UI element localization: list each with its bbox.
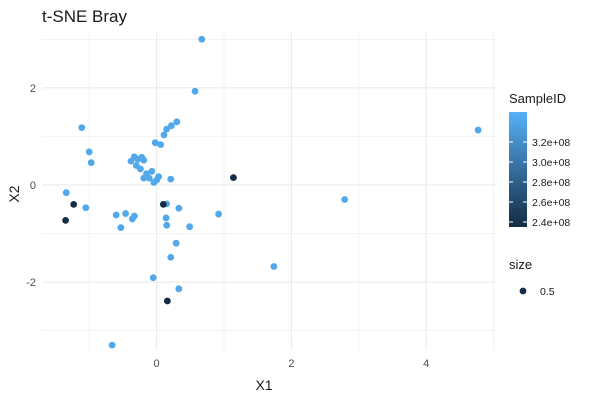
data-point xyxy=(186,223,194,231)
x-tick-label: 2 xyxy=(288,358,294,370)
data-point xyxy=(198,35,206,43)
data-point xyxy=(151,139,159,147)
data-point xyxy=(122,210,129,217)
legend: SampleID 2.4e+08 2.6e+08 2.8e+08 3.0e+08 3.2… xyxy=(509,91,570,298)
color-bar-ticks: 2.4e+08 2.6e+08 2.8e+08 3.0e+08 3.2e+08 xyxy=(509,137,570,229)
data-point xyxy=(230,174,237,182)
data-point xyxy=(175,204,183,212)
x-axis-title: X1 xyxy=(255,377,272,393)
data-point xyxy=(270,263,278,270)
data-point xyxy=(173,118,181,126)
chart-title: t-SNE Bray xyxy=(42,7,128,26)
data-point xyxy=(163,125,171,133)
data-point xyxy=(172,239,180,247)
data-point xyxy=(167,175,175,183)
data-point xyxy=(162,214,170,222)
data-point xyxy=(62,216,69,224)
color-bar-label: 2.8e+08 xyxy=(532,177,570,189)
data-point xyxy=(130,212,138,220)
data-point xyxy=(168,122,175,130)
data-point xyxy=(149,274,157,282)
data-point xyxy=(175,285,183,293)
data-point xyxy=(148,167,156,175)
size-legend-key xyxy=(519,287,527,295)
y-axis-title: X2 xyxy=(6,185,22,202)
color-bar-label: 2.6e+08 xyxy=(532,197,570,209)
color-bar-label: 3.0e+08 xyxy=(532,157,570,169)
size-legend-title: size xyxy=(509,257,532,272)
color-bar-label: 3.2e+08 xyxy=(532,137,570,149)
grid-lines xyxy=(42,32,497,350)
data-point xyxy=(62,189,70,197)
data-point xyxy=(108,341,116,349)
x-tick-label: 4 xyxy=(423,358,429,370)
data-point xyxy=(140,174,148,182)
data-point xyxy=(160,131,168,139)
size-legend-label: 0.5 xyxy=(540,286,555,298)
data-point xyxy=(163,297,171,305)
data-point xyxy=(191,87,199,95)
x-tick-label: 0 xyxy=(154,358,160,370)
data-point xyxy=(85,148,93,156)
color-bar-label: 2.4e+08 xyxy=(532,217,570,229)
color-bar xyxy=(509,112,527,227)
y-tick-label: 2 xyxy=(30,83,36,95)
data-point xyxy=(78,124,86,132)
data-point xyxy=(163,221,171,229)
data-points xyxy=(62,35,482,349)
data-point xyxy=(87,159,95,166)
color-legend-title: SampleID xyxy=(509,91,566,106)
data-point xyxy=(112,211,120,219)
data-point xyxy=(167,253,175,261)
data-point xyxy=(137,165,144,173)
data-point xyxy=(341,196,349,203)
data-point xyxy=(145,174,153,182)
data-point xyxy=(474,126,482,134)
data-point xyxy=(155,173,163,181)
data-point xyxy=(140,156,148,164)
data-point xyxy=(159,200,167,208)
y-tick-label: -2 xyxy=(26,277,36,289)
data-point xyxy=(215,210,223,218)
data-point xyxy=(117,224,125,232)
y-tick-label: 0 xyxy=(30,180,36,192)
axis-tick-labels: 0 2 4 -2 0 2 xyxy=(26,83,429,370)
data-point xyxy=(82,204,90,212)
data-point xyxy=(157,141,165,149)
data-point xyxy=(70,200,78,208)
